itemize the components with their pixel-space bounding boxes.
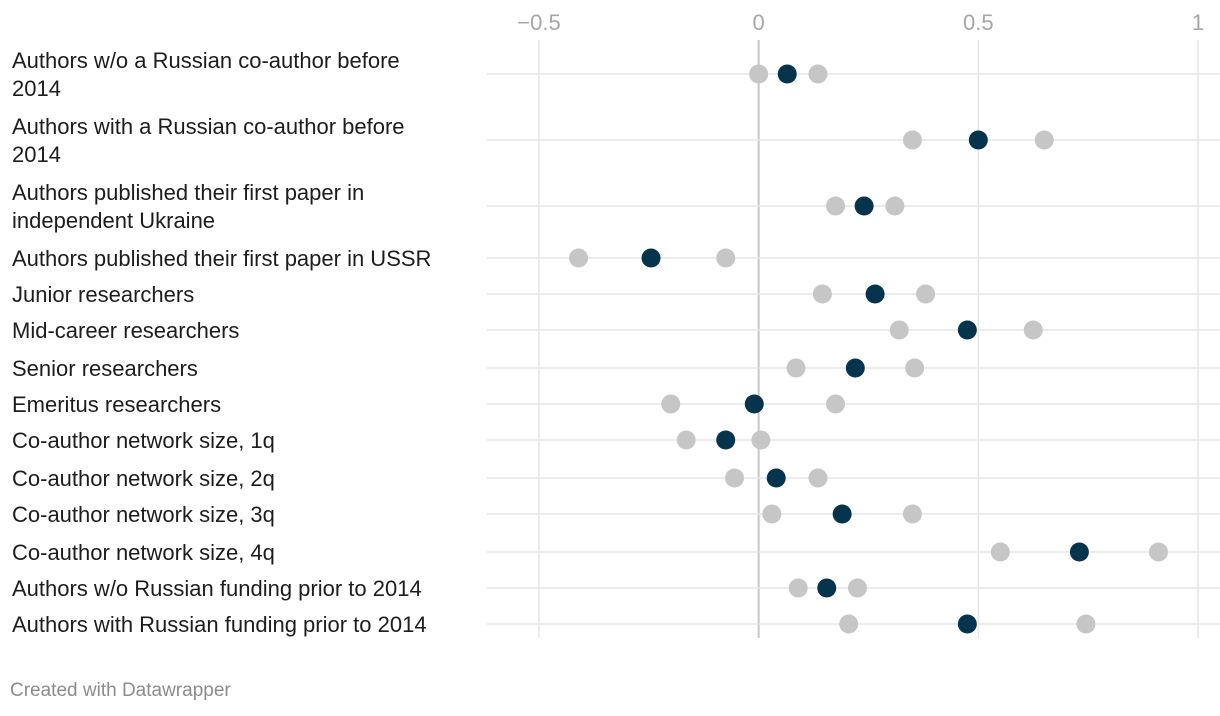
estimate-dot (957, 614, 977, 634)
interval-high-dot (1148, 542, 1168, 562)
row-label-line: Senior researchers (12, 356, 198, 381)
row-label-line: Authors w/o Russian funding prior to 201… (12, 576, 422, 601)
interval-high-dot (902, 504, 922, 524)
row-label-line: Junior researchers (12, 282, 194, 307)
estimate-dot (777, 64, 797, 84)
interval-high-dot (885, 196, 905, 216)
interval-low-dot (902, 130, 922, 150)
row-label: Co-author network size, 4q (12, 540, 275, 565)
interval-low-dot (786, 358, 806, 378)
estimate-dot (744, 394, 764, 414)
row-label-line: Authors w/o a Russian co-author before (12, 48, 400, 73)
estimate-dot (716, 430, 736, 450)
interval-high-dot (808, 64, 828, 84)
interval-low-dot (725, 468, 745, 488)
interval-low-dot (889, 320, 909, 340)
row-label: Authors w/o a Russian co-author before 20… (12, 48, 400, 101)
estimate-dot (1069, 542, 1089, 562)
x-tick-label: 1 (1192, 10, 1204, 35)
interval-low-dot (676, 430, 696, 450)
interval-high-dot (905, 358, 925, 378)
row-label: Co-author network size, 1q (12, 428, 275, 453)
row-label-line: Emeritus researchers (12, 392, 221, 417)
row-label-line: Co-author network size, 3q (12, 502, 275, 527)
row-label-line: Authors with Russian funding prior to 20… (12, 612, 427, 637)
row-label: Authors with Russian funding prior to 20… (12, 612, 427, 637)
interval-high-dot (1023, 320, 1043, 340)
x-tick-label: 0 (753, 10, 765, 35)
row-label-line: 2014 (12, 142, 61, 167)
row-label: Authors w/o Russian funding prior to 201… (12, 576, 422, 601)
row-label: Authors with a Russian co-author before 2… (12, 114, 405, 167)
interval-high-dot (716, 248, 736, 268)
row-label-line: Authors with a Russian co-author before (12, 114, 405, 139)
interval-low-dot (839, 614, 859, 634)
interval-high-dot (826, 394, 846, 414)
estimate-dot (845, 358, 865, 378)
grid-lines (487, 40, 1220, 638)
row-labels: Authors w/o a Russian co-author before 20… (12, 48, 431, 637)
interval-high-dot (751, 430, 771, 450)
interval-high-dot (808, 468, 828, 488)
row-label: Mid-career researchers (12, 318, 239, 343)
estimate-dot (865, 284, 885, 304)
interval-high-dot (916, 284, 936, 304)
interval-low-dot (749, 64, 769, 84)
interval-low-dot (762, 504, 782, 524)
interval-low-dot (990, 542, 1010, 562)
interval-low-dot (788, 578, 808, 598)
estimate-dot (832, 504, 852, 524)
row-label: Emeritus researchers (12, 392, 221, 417)
datawrapper-credit: Created with Datawrapper (10, 680, 231, 701)
row-label: Senior researchers (12, 356, 198, 381)
row-label: Authors published their first paper in in… (12, 180, 364, 233)
interval-low-dot (569, 248, 589, 268)
row-label-line: Co-author network size, 2q (12, 466, 275, 491)
row-label: Junior researchers (12, 282, 194, 307)
interval-low-dot (826, 196, 846, 216)
x-tick-label: −0.5 (517, 10, 560, 35)
estimate-dot (641, 248, 661, 268)
row-label-line: Co-author network size, 1q (12, 428, 275, 453)
row-label: Authors published their first paper in U… (12, 246, 431, 271)
row-label-line: Mid-career researchers (12, 318, 239, 343)
interval-high-dot (848, 578, 868, 598)
row-label: Co-author network size, 3q (12, 502, 275, 527)
row-label-line: 2014 (12, 76, 61, 101)
interval-high-dot (1034, 130, 1054, 150)
interval-low-dot (812, 284, 832, 304)
row-label-line: Authors published their first paper in U… (12, 246, 431, 271)
x-axis-tick-labels: −0.5 0 0.5 1 (517, 10, 1204, 35)
data-dots (569, 64, 1168, 634)
x-tick-label: 0.5 (963, 10, 994, 35)
estimate-dot (766, 468, 786, 488)
estimate-dot (817, 578, 837, 598)
row-label: Co-author network size, 2q (12, 466, 275, 491)
row-label-line: independent Ukraine (12, 208, 215, 233)
row-label-line: Authors published their first paper in (12, 180, 364, 205)
estimate-dot (854, 196, 874, 216)
interval-low-dot (661, 394, 681, 414)
estimate-dot (957, 320, 977, 340)
interval-high-dot (1076, 614, 1096, 634)
row-label-line: Co-author network size, 4q (12, 540, 275, 565)
estimate-dot (968, 130, 988, 150)
